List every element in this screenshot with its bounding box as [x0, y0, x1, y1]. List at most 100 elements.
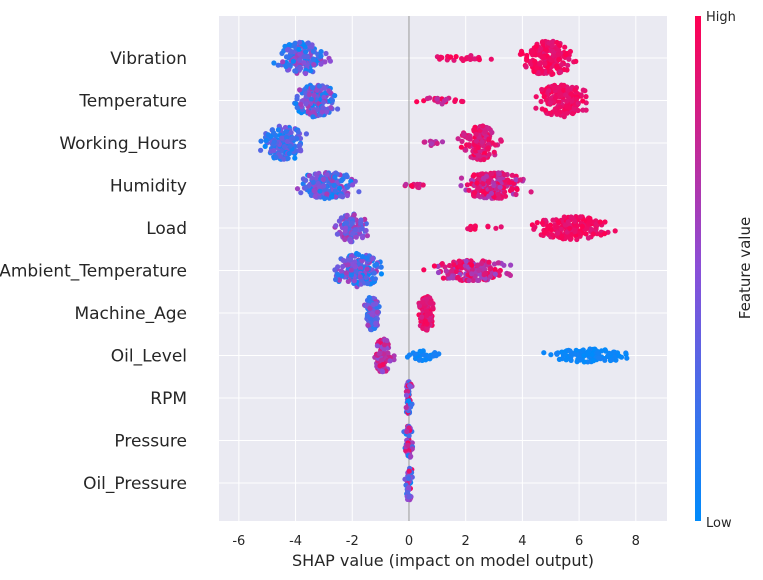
shap-point: [284, 135, 290, 141]
shap-point: [581, 353, 587, 359]
shap-point: [464, 182, 470, 188]
shap-point: [311, 188, 318, 194]
shap-point: [474, 262, 480, 268]
shap-point: [564, 110, 570, 116]
feature-label-Working_Hours: Working_Hours: [59, 134, 187, 154]
shap-point: [298, 101, 304, 107]
shap-point: [344, 212, 350, 218]
shap-point: [406, 494, 412, 500]
shap-point: [455, 274, 461, 281]
shap-point: [379, 369, 386, 375]
shap-point: [308, 96, 314, 102]
shap-point: [555, 51, 562, 57]
shap-point: [281, 144, 287, 150]
shap-point: [352, 264, 358, 270]
shap-point: [421, 98, 427, 104]
shap-point: [476, 267, 482, 273]
shap-point: [475, 277, 481, 283]
shap-point: [533, 105, 539, 111]
shap-point: [427, 310, 433, 316]
shap-point: [417, 303, 423, 309]
x-tick-label-1: -4: [289, 534, 302, 549]
x-tick-label-4: 2: [462, 534, 470, 549]
shap-point: [404, 354, 411, 360]
shap-point: [265, 132, 271, 138]
shap-point: [364, 280, 371, 287]
shap-point: [284, 138, 290, 145]
shap-point: [298, 190, 304, 196]
shap-point: [332, 93, 338, 99]
shap-point: [297, 87, 303, 93]
shap-point: [475, 185, 481, 191]
shap-point: [496, 171, 502, 177]
feature-points-Vibration: [271, 38, 579, 77]
shap-point: [414, 99, 420, 105]
shap-point: [324, 109, 330, 115]
shap-point: [585, 235, 592, 241]
shap-point: [453, 269, 459, 275]
shap-point: [455, 136, 461, 142]
shap-point: [297, 51, 303, 57]
shap-point: [414, 181, 420, 187]
shap-point: [363, 227, 369, 234]
shap-point: [479, 260, 485, 266]
shap-point: [463, 147, 469, 153]
shap-point: [316, 184, 322, 190]
shap-point: [447, 262, 453, 269]
shap-point: [439, 139, 446, 145]
shap-point: [271, 130, 277, 136]
shap-point: [591, 358, 597, 364]
feature-label-Vibration: Vibration: [110, 49, 187, 69]
shap-point: [487, 266, 493, 272]
shap-point: [437, 56, 443, 62]
shap-point: [343, 270, 349, 276]
shap-point: [431, 263, 437, 269]
shap-point: [374, 343, 380, 349]
shap-point: [570, 110, 576, 117]
shap-point: [534, 220, 540, 226]
shap-point: [565, 87, 571, 93]
shap-point: [487, 274, 493, 280]
shap-point: [273, 154, 279, 161]
shap-point: [549, 232, 555, 238]
shap-point: [545, 223, 551, 229]
shap-point: [452, 97, 459, 103]
shap-point: [349, 220, 355, 226]
shap-point: [486, 136, 492, 142]
shap-point: [485, 224, 491, 230]
feature-points-Oil_Pressure: [402, 465, 415, 503]
shap-point: [406, 475, 412, 481]
shap-point: [469, 271, 475, 277]
shap-point: [303, 101, 309, 107]
shap-point: [284, 47, 291, 53]
shap-point: [378, 271, 384, 277]
shap-point: [580, 347, 586, 353]
shap-point: [559, 233, 565, 239]
shap-point: [509, 186, 515, 192]
shap-point: [316, 83, 322, 89]
shap-point: [489, 171, 495, 177]
x-tick-label-5: 4: [518, 534, 526, 549]
shap-point: [297, 39, 303, 46]
shap-point: [459, 56, 465, 62]
shap-point: [328, 105, 334, 111]
shap-point: [471, 172, 477, 178]
shap-point: [580, 87, 586, 93]
shap-point: [489, 140, 495, 146]
shap-point: [405, 398, 412, 404]
shap-point: [332, 188, 338, 194]
shap-point: [539, 86, 545, 93]
shap-point: [555, 84, 561, 91]
shap-point: [333, 223, 339, 229]
shap-point: [480, 181, 486, 187]
shap-point: [603, 348, 609, 354]
shap-point: [406, 433, 412, 439]
shap-point: [488, 56, 494, 62]
shap-point: [378, 264, 384, 270]
shap-point: [580, 98, 586, 104]
shap-point: [566, 56, 572, 62]
shap-point: [556, 56, 562, 63]
shap-point: [496, 195, 502, 201]
shap-point: [338, 268, 344, 274]
shap-point: [534, 65, 540, 71]
